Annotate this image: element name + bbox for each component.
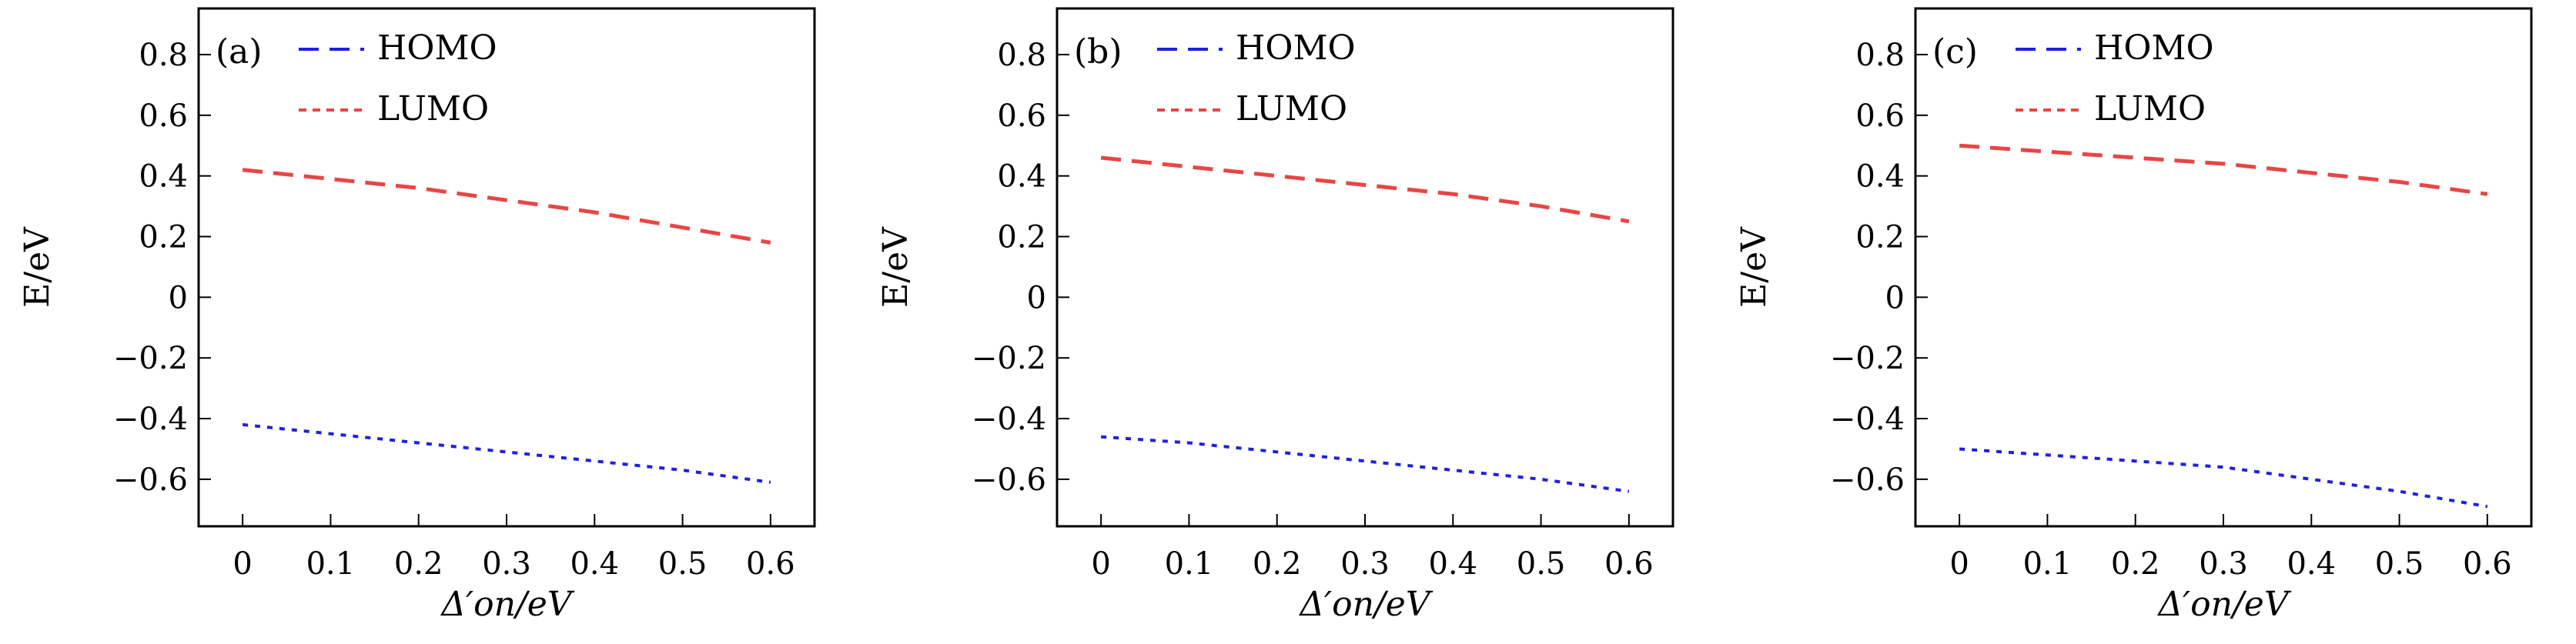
- series-line-homo: [1101, 435, 1630, 493]
- x-axis-label: Δ′on/eV: [440, 585, 574, 624]
- x-tick-label: 0.4: [1428, 546, 1477, 582]
- y-tick-label: 0.6: [139, 98, 188, 134]
- x-tick-label: 0.3: [2199, 546, 2248, 582]
- y-tick-label: 0.8: [1855, 38, 1905, 73]
- x-tick-label: 0.5: [1517, 546, 1566, 582]
- y-tick-label: 0: [169, 280, 188, 315]
- x-tick-label: 0: [1091, 546, 1110, 582]
- chart-panel-c: 0 0.1 0.2 0.3 0.4 0.5 0.6 −0.6 −0.4 −0.2 0 0.2 0.4 0.…: [1735, 7, 2533, 624]
- series-line-lumo: [1100, 155, 1630, 224]
- legend-label-homo: HOMO: [1236, 28, 1356, 68]
- x-tick-label: 0.6: [1604, 546, 1654, 582]
- x-tick-label: 0.6: [746, 546, 795, 582]
- x-tick-label: 0.2: [394, 546, 443, 582]
- y-axis-label: E/eV: [876, 226, 915, 308]
- legend-label-homo: HOMO: [377, 28, 497, 68]
- y-tick-label: −0.6: [1830, 462, 1905, 498]
- y-tick-label: −0.4: [113, 402, 188, 437]
- x-axis-label: Δ′on/eV: [1298, 585, 1433, 624]
- y-tick-label: 0.6: [997, 98, 1046, 134]
- panel-label: (a): [216, 32, 263, 72]
- x-tick-label: 0.1: [306, 546, 356, 582]
- series-line-lumo: [1959, 143, 2488, 196]
- y-tick-label: −0.2: [972, 341, 1046, 376]
- y-tick-label: 0.6: [1855, 98, 1905, 134]
- legend-label-lumo: LUMO: [2094, 89, 2206, 128]
- y-tick-label: 0: [1885, 280, 1905, 315]
- x-tick-label: 0.4: [2287, 546, 2336, 582]
- y-tick-label: 0.4: [1855, 159, 1905, 195]
- panel-label: (c): [1932, 32, 1978, 72]
- y-tick-label: −0.2: [1830, 341, 1905, 376]
- y-tick-label: −0.6: [113, 462, 188, 498]
- plot-frame: [197, 7, 816, 528]
- y-tick-label: 0.2: [1855, 219, 1905, 255]
- x-tick-label: 0.1: [1165, 546, 1214, 582]
- x-tick-label: 0: [233, 546, 252, 582]
- panel-label: (b): [1074, 32, 1122, 72]
- x-tick-label: 0.1: [2023, 546, 2073, 582]
- y-tick-label: 0.4: [997, 159, 1046, 195]
- x-tick-label: 0.5: [2375, 546, 2424, 582]
- legend-label-homo: HOMO: [2094, 28, 2214, 68]
- y-tick-label: 0.2: [997, 219, 1046, 255]
- x-tick-label: 0.5: [658, 546, 708, 582]
- chart-panel-b: 0 0.1 0.2 0.3 0.4 0.5 0.6 −0.6 −0.4 −0.2 0 0.2 0.4 0.…: [876, 7, 1674, 624]
- x-tick-label: 0.2: [1253, 546, 1302, 582]
- y-tick-label: −0.6: [972, 462, 1046, 498]
- legend-label-lumo: LUMO: [1236, 89, 1347, 128]
- series-line-lumo: [242, 168, 771, 245]
- x-tick-label: 0.2: [2111, 546, 2160, 582]
- chart-panel-a: 0 0.1 0.2 0.3 0.4 0.5 0.6 −0.6 −0.4 −0.2 0 0.2 0.4 0.…: [18, 7, 816, 624]
- x-tick-label: 0.3: [482, 546, 531, 582]
- series-line-homo: [1959, 447, 2488, 509]
- x-tick-label: 0: [1949, 546, 1969, 582]
- y-axis-label: E/eV: [18, 226, 57, 308]
- plot-frame: [1055, 7, 1674, 528]
- y-tick-label: 0.8: [139, 38, 188, 73]
- x-tick-label: 0.6: [2463, 546, 2512, 582]
- x-axis-label: Δ′on/eV: [2156, 585, 2291, 624]
- x-tick-label: 0.4: [570, 546, 619, 582]
- series-line-homo: [242, 422, 771, 484]
- y-tick-label: 0.2: [139, 219, 188, 255]
- y-axis-label: E/eV: [1735, 226, 1774, 308]
- y-tick-label: −0.4: [1830, 402, 1905, 437]
- legend-label-lumo: LUMO: [377, 89, 489, 128]
- plot-frame: [1914, 7, 2533, 528]
- y-tick-label: 0.8: [997, 38, 1046, 73]
- y-tick-label: 0.4: [139, 159, 188, 195]
- y-tick-label: 0: [1027, 280, 1046, 315]
- y-tick-label: −0.4: [972, 402, 1046, 437]
- x-tick-label: 0.3: [1340, 546, 1390, 582]
- y-tick-label: −0.2: [113, 341, 188, 376]
